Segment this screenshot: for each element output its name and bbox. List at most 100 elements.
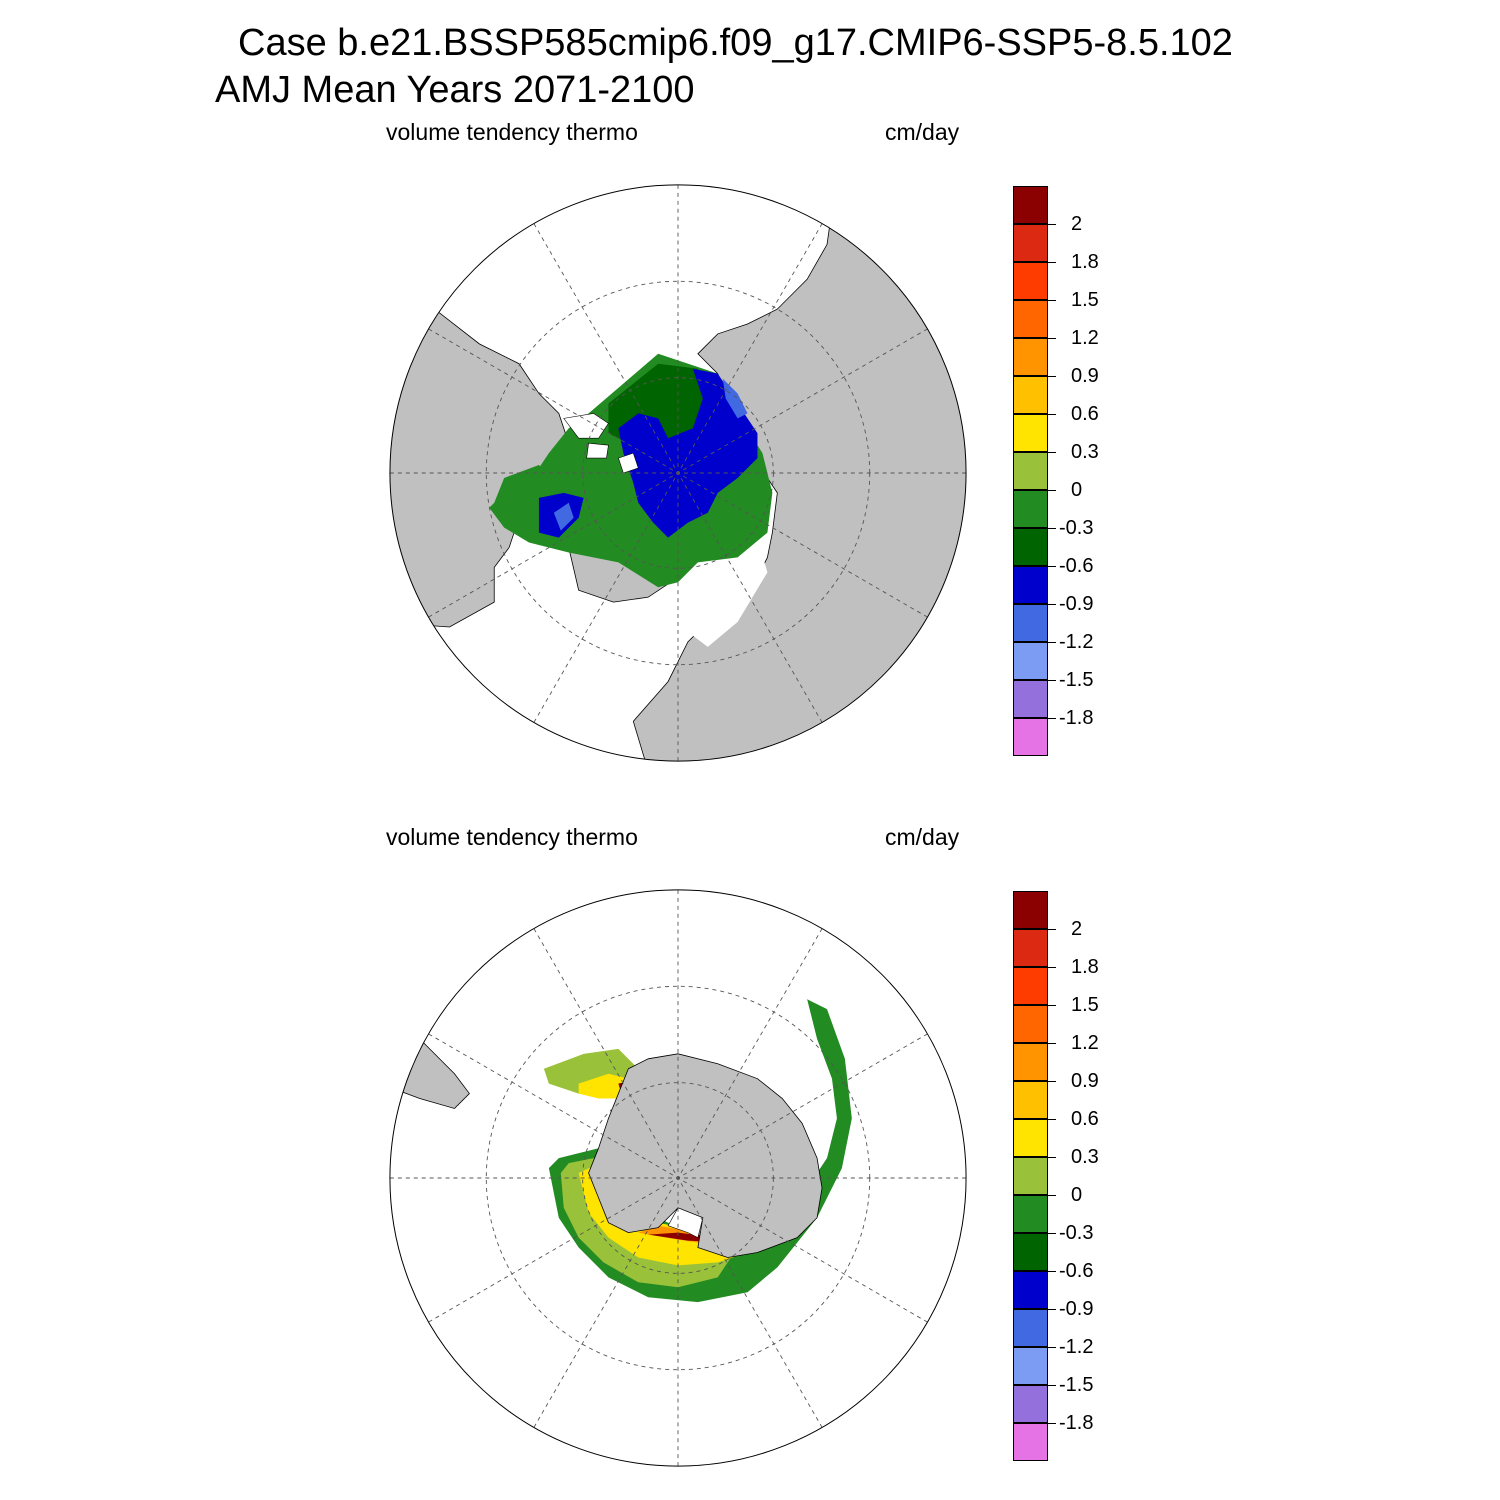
north-polar-map	[389, 184, 967, 762]
north-colorbar-tick	[1048, 718, 1056, 719]
south-colorbar-tick	[1048, 1423, 1056, 1424]
south-graticule	[389, 889, 967, 1467]
south-colorbar-tick	[1048, 1005, 1056, 1006]
south-colorbar-tick	[1048, 1385, 1056, 1386]
south-colorbar-label: 0.3	[1071, 1146, 1099, 1168]
north-colorbar-swatch	[1013, 566, 1048, 604]
ross-ice-shelf	[667, 1207, 704, 1239]
north-variable-label: volume tendency thermo	[386, 119, 638, 145]
south-units-label: cm/day	[885, 824, 960, 850]
north-colorbar-label: -1.2	[1059, 631, 1094, 653]
north-colorbar-tick	[1048, 376, 1056, 377]
south-colorbar-swatch	[1013, 1043, 1048, 1081]
north-colorbar-tick	[1048, 338, 1056, 339]
north-colorbar-swatch	[1013, 642, 1048, 680]
south-colorbar-tick	[1048, 1043, 1056, 1044]
south-colorbar-label: -1.5	[1059, 1374, 1094, 1396]
south-colorbar-tick	[1048, 1195, 1056, 1196]
north-colorbar-tick	[1048, 604, 1056, 605]
north-colorbar-label: 1.5	[1071, 289, 1099, 311]
north-colorbar-swatch	[1013, 338, 1048, 376]
north-colorbar-swatch	[1013, 300, 1048, 338]
north-colorbar-swatch	[1013, 604, 1048, 642]
north-colorbar-swatch	[1013, 452, 1048, 490]
south-colorbar: 2 1.8 1.5 1.2 0.9 0.6 0.3 0 -0.3 -0.6 -0.9 -1.2 -1.5…	[1013, 891, 1113, 1463]
north-colorbar-tick	[1048, 414, 1056, 415]
south-colorbar-label: 1.2	[1071, 1032, 1099, 1054]
south-variable-label: volume tendency thermo	[386, 824, 638, 850]
south-colorbar-tick	[1048, 967, 1056, 968]
south-colorbar-tick	[1048, 1119, 1056, 1120]
north-colorbar-swatch	[1013, 528, 1048, 566]
north-field-royal-blue	[553, 378, 748, 531]
south-map-border	[389, 889, 967, 1467]
north-colorbar-tick	[1048, 224, 1056, 225]
south-colorbar-swatch	[1013, 1119, 1048, 1157]
north-colorbar-label: 1.2	[1071, 327, 1099, 349]
north-colorbar-swatch	[1013, 376, 1048, 414]
south-colorbar-tick	[1048, 1271, 1056, 1272]
south-colorbar-swatch	[1013, 891, 1048, 929]
south-colorbar-swatch	[1013, 1005, 1048, 1043]
north-colorbar-tick	[1048, 566, 1056, 567]
south-colorbar-tick	[1048, 1347, 1056, 1348]
main-title: Case b.e21.BSSP585cmip6.f09_g17.CMIP6-SS…	[238, 22, 1233, 64]
north-graticule	[389, 184, 967, 762]
north-colorbar-tick	[1048, 680, 1056, 681]
north-colorbar-label: -1.8	[1059, 707, 1094, 729]
period-subtitle: AMJ Mean Years 2071-2100	[215, 69, 695, 111]
south-polar-map	[389, 889, 967, 1467]
south-colorbar-swatch	[1013, 1157, 1048, 1195]
north-colorbar-label: 1.8	[1071, 251, 1099, 273]
south-colorbar-swatch	[1013, 1385, 1048, 1423]
north-colorbar-label: -0.9	[1059, 593, 1094, 615]
north-colorbar-swatch	[1013, 718, 1048, 756]
north-colorbar-tick	[1048, 262, 1056, 263]
south-colorbar-label: 1.5	[1071, 994, 1099, 1016]
north-colorbar-swatch	[1013, 414, 1048, 452]
north-colorbar-label: 0.9	[1071, 365, 1099, 387]
north-colorbar-label: -0.6	[1059, 555, 1094, 577]
south-colorbar-label: -1.8	[1059, 1412, 1094, 1434]
north-field-blue	[618, 368, 758, 538]
north-colorbar-label: 2	[1071, 213, 1083, 235]
south-colorbar-swatch	[1013, 1423, 1048, 1461]
north-colorbar-swatch	[1013, 680, 1048, 718]
south-colorbar-swatch	[1013, 929, 1048, 967]
north-colorbar-label: 0.6	[1071, 403, 1099, 425]
north-map-border	[389, 184, 967, 762]
south-colorbar-label: -0.9	[1059, 1298, 1094, 1320]
south-colorbar-swatch	[1013, 967, 1048, 1005]
north-colorbar-label: -0.3	[1059, 517, 1094, 539]
south-field-weddell-yellow	[578, 1073, 629, 1099]
south-colorbar-swatch	[1013, 1233, 1048, 1271]
south-colorbar-tick	[1048, 929, 1056, 930]
south-colorbar-swatch	[1013, 1271, 1048, 1309]
south-colorbar-label: 1.8	[1071, 956, 1099, 978]
south-colorbar-swatch	[1013, 1081, 1048, 1119]
north-colorbar-tick	[1048, 300, 1056, 301]
south-colorbar-label: 0.6	[1071, 1108, 1099, 1130]
land-antarctica	[588, 1053, 823, 1258]
north-colorbar-swatch	[1013, 490, 1048, 528]
north-units-label: cm/day	[885, 119, 960, 145]
land-canadian-archipelago	[563, 413, 639, 474]
south-colorbar-tick	[1048, 1081, 1056, 1082]
south-colorbar-label: 2	[1071, 918, 1083, 940]
north-colorbar-tick	[1048, 528, 1056, 529]
south-colorbar-swatch	[1013, 1347, 1048, 1385]
north-colorbar-tick	[1048, 490, 1056, 491]
north-colorbar-tick	[1048, 452, 1056, 453]
north-colorbar-tick	[1048, 642, 1056, 643]
north-colorbar-swatch	[1013, 186, 1048, 224]
south-colorbar-label: -0.3	[1059, 1222, 1094, 1244]
north-colorbar-swatch	[1013, 262, 1048, 300]
north-colorbar-label: 0	[1071, 479, 1083, 501]
north-colorbar-label: 0.3	[1071, 441, 1099, 463]
south-colorbar-swatch	[1013, 1309, 1048, 1347]
south-colorbar-label: 0.9	[1071, 1070, 1099, 1092]
south-colorbar-label: 0	[1071, 1184, 1083, 1206]
north-colorbar: 2 1.8 1.5 1.2 0.9 0.6 0.3 0 -0.3 -0.6 -0.9 -1.2 -1.5…	[1013, 186, 1113, 758]
south-colorbar-swatch	[1013, 1195, 1048, 1233]
south-colorbar-label: -0.6	[1059, 1260, 1094, 1282]
